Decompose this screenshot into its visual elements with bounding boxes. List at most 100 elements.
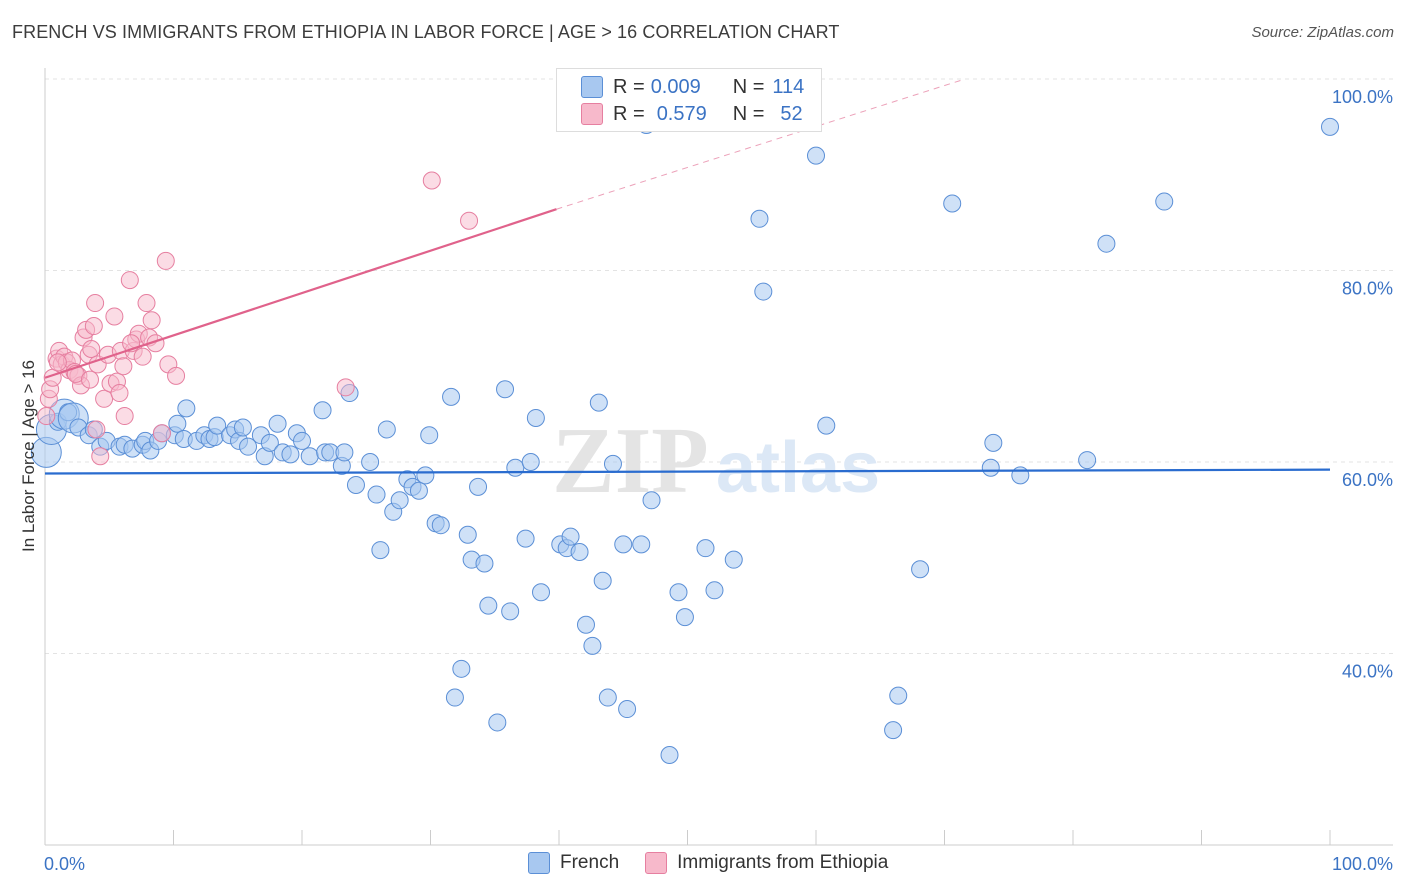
french-n-value: 114	[772, 75, 805, 98]
watermark-atlas: atlas	[716, 428, 880, 508]
french-point	[335, 443, 354, 462]
series-legend: French Immigrants from Ethiopia	[528, 852, 914, 874]
y-tick-label-80: 80.0%	[1342, 279, 1393, 299]
ethiopia-point	[37, 407, 56, 426]
ethiopia-n-label: N =	[732, 102, 765, 125]
y-tick-label-100: 100.0%	[1332, 87, 1393, 107]
french-point	[168, 414, 187, 433]
ethiopia-point	[91, 447, 110, 466]
legend-item-ethiopia: Immigrants from Ethiopia	[645, 852, 888, 874]
ethiopia-point	[105, 307, 124, 326]
french-point	[346, 475, 365, 494]
french-trend-line	[44, 468, 1331, 475]
ethiopia-point	[95, 389, 114, 408]
french-point	[675, 608, 694, 627]
ethiopia-point	[137, 294, 156, 313]
french-point	[807, 146, 825, 165]
french-point	[300, 447, 319, 466]
french-point	[526, 408, 545, 427]
ethiopia-r-value: 0.579	[656, 102, 707, 125]
ethiopia-point	[84, 317, 103, 336]
french-point	[431, 516, 450, 535]
french-point	[817, 416, 836, 435]
french-point	[889, 686, 908, 705]
french-point	[593, 571, 612, 590]
ethiopia-r-label: R =	[613, 102, 645, 125]
legend-ethiopia-label: Immigrants from Ethiopia	[677, 852, 889, 873]
ethiopia-point	[142, 311, 161, 330]
french-point	[281, 445, 300, 464]
french-point	[367, 485, 386, 504]
french-point	[1155, 192, 1174, 211]
french-point	[614, 535, 633, 554]
ethiopia-n-value: 52	[780, 102, 803, 125]
watermark-zip: ZIP	[552, 409, 709, 513]
y-tick-label-40: 40.0%	[1342, 662, 1393, 682]
french-point	[268, 414, 287, 433]
x-tick-label-max: 100.0%	[1332, 854, 1393, 874]
french-point	[911, 560, 930, 579]
french-point	[208, 416, 227, 435]
ethiopia-point	[86, 294, 105, 313]
french-point	[390, 491, 409, 510]
trend-lines	[44, 78, 1331, 475]
ethiopia-trend-extension	[556, 78, 966, 210]
french-point	[488, 713, 507, 732]
legend-row-ethiopia: R = 0.579 N = 52	[581, 102, 803, 126]
french-point	[603, 454, 622, 473]
x-tick-label-min: 0.0%	[44, 854, 85, 874]
french-point	[293, 431, 311, 450]
gridlines	[45, 78, 1393, 654]
french-point	[479, 596, 498, 615]
legend-ethiopia-swatch	[645, 852, 668, 874]
legend-french-swatch	[528, 852, 550, 874]
french-point	[260, 433, 279, 452]
french-point	[1011, 466, 1030, 485]
ethiopia-point	[110, 384, 129, 403]
ethiopia-point	[82, 340, 101, 359]
french-point	[233, 418, 252, 437]
french-point	[660, 745, 679, 764]
ethiopia-point	[156, 251, 175, 270]
french-point	[1097, 234, 1116, 253]
y-axis-label: In Labor Force | Age > 16	[19, 360, 38, 552]
french-point	[361, 453, 380, 471]
legend-row-french: R = 0.009 N = 114	[581, 75, 804, 99]
french-point	[561, 527, 580, 546]
french-r-label: R =	[613, 75, 645, 98]
french-point	[669, 583, 688, 602]
watermark: ZIP atlas	[552, 409, 880, 513]
french-point	[598, 688, 617, 707]
french-point	[589, 393, 608, 412]
ethiopia-trend-line	[44, 208, 557, 379]
ethiopia-point	[422, 171, 441, 190]
chart-title: FRENCH VS IMMIGRANTS FROM ETHIOPIA IN LA…	[12, 22, 840, 42]
french-point	[521, 453, 540, 471]
french-point	[583, 636, 602, 655]
french-point	[705, 581, 724, 600]
french-point	[632, 535, 651, 554]
french-point	[445, 688, 464, 707]
french-point	[420, 426, 439, 445]
source-credit: Source: ZipAtlas.com	[1251, 24, 1394, 41]
french-point	[884, 721, 903, 740]
french-point	[239, 437, 258, 456]
ethiopia-swatch	[581, 103, 603, 125]
french-point	[642, 491, 661, 510]
french-point	[313, 401, 332, 420]
french-point	[1321, 117, 1339, 136]
french-point	[1078, 451, 1097, 470]
french-point	[452, 659, 471, 678]
ethiopia-point	[87, 420, 106, 439]
y-tick-label-60: 60.0%	[1342, 470, 1393, 490]
french-point	[754, 282, 773, 301]
ethiopia-points	[37, 171, 479, 466]
french-swatch	[581, 76, 603, 98]
french-point	[377, 420, 396, 439]
ethiopia-point	[336, 378, 355, 397]
french-point	[409, 481, 428, 500]
legend-french-label: French	[560, 852, 620, 873]
french-point	[943, 194, 962, 213]
french-point	[570, 543, 589, 562]
